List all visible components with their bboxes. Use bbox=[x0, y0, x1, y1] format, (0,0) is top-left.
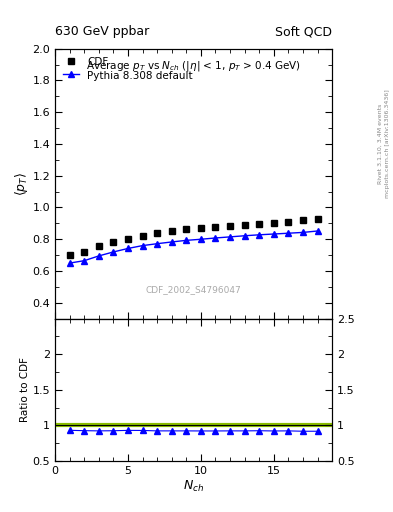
CDF bbox=[67, 252, 72, 258]
Text: mcplots.cern.ch [arXiv:1306.3436]: mcplots.cern.ch [arXiv:1306.3436] bbox=[385, 89, 389, 198]
Pythia 8.308 default bbox=[184, 237, 189, 243]
Pythia 8.308 default bbox=[169, 239, 174, 245]
Line: Pythia 8.308 default: Pythia 8.308 default bbox=[67, 228, 320, 266]
CDF bbox=[213, 224, 218, 230]
Y-axis label: $\langle p_T \rangle$: $\langle p_T \rangle$ bbox=[13, 172, 29, 196]
CDF bbox=[198, 225, 203, 231]
Pythia 8.308 default bbox=[286, 230, 291, 237]
CDF bbox=[96, 243, 101, 249]
Pythia 8.308 default bbox=[213, 235, 218, 241]
CDF bbox=[169, 228, 174, 234]
Pythia 8.308 default bbox=[315, 228, 320, 234]
CDF bbox=[82, 249, 86, 255]
Pythia 8.308 default bbox=[82, 258, 86, 264]
Pythia 8.308 default bbox=[257, 232, 261, 238]
CDF bbox=[140, 233, 145, 239]
CDF bbox=[155, 230, 160, 237]
Pythia 8.308 default bbox=[228, 234, 232, 240]
Text: 630 GeV ppbar: 630 GeV ppbar bbox=[55, 26, 149, 38]
Pythia 8.308 default bbox=[67, 260, 72, 266]
CDF bbox=[286, 219, 291, 225]
Pythia 8.308 default bbox=[96, 253, 101, 259]
Text: Soft QCD: Soft QCD bbox=[275, 26, 332, 38]
CDF bbox=[242, 222, 247, 228]
Pythia 8.308 default bbox=[198, 236, 203, 242]
Pythia 8.308 default bbox=[301, 229, 305, 236]
CDF bbox=[301, 217, 305, 223]
Text: Rivet 3.1.10, 3.4M events: Rivet 3.1.10, 3.4M events bbox=[378, 103, 383, 183]
Pythia 8.308 default bbox=[155, 241, 160, 247]
CDF bbox=[228, 223, 232, 229]
Pythia 8.308 default bbox=[126, 245, 130, 251]
Line: CDF: CDF bbox=[66, 215, 321, 259]
CDF bbox=[257, 221, 261, 227]
Pythia 8.308 default bbox=[272, 231, 276, 237]
CDF bbox=[126, 236, 130, 242]
Pythia 8.308 default bbox=[242, 232, 247, 239]
Pythia 8.308 default bbox=[140, 243, 145, 249]
CDF bbox=[184, 226, 189, 232]
CDF bbox=[272, 220, 276, 226]
X-axis label: $N_{ch}$: $N_{ch}$ bbox=[183, 478, 204, 494]
Text: CDF_2002_S4796047: CDF_2002_S4796047 bbox=[146, 285, 241, 294]
Pythia 8.308 default bbox=[111, 249, 116, 255]
CDF bbox=[315, 216, 320, 222]
CDF bbox=[111, 239, 116, 245]
Text: Average $p_T$ vs $N_{ch}$ ($|\eta|$ < 1, $p_T$ > 0.4 GeV): Average $p_T$ vs $N_{ch}$ ($|\eta|$ < 1,… bbox=[86, 59, 301, 73]
Y-axis label: Ratio to CDF: Ratio to CDF bbox=[20, 357, 30, 422]
Legend: CDF, Pythia 8.308 default: CDF, Pythia 8.308 default bbox=[60, 54, 196, 83]
